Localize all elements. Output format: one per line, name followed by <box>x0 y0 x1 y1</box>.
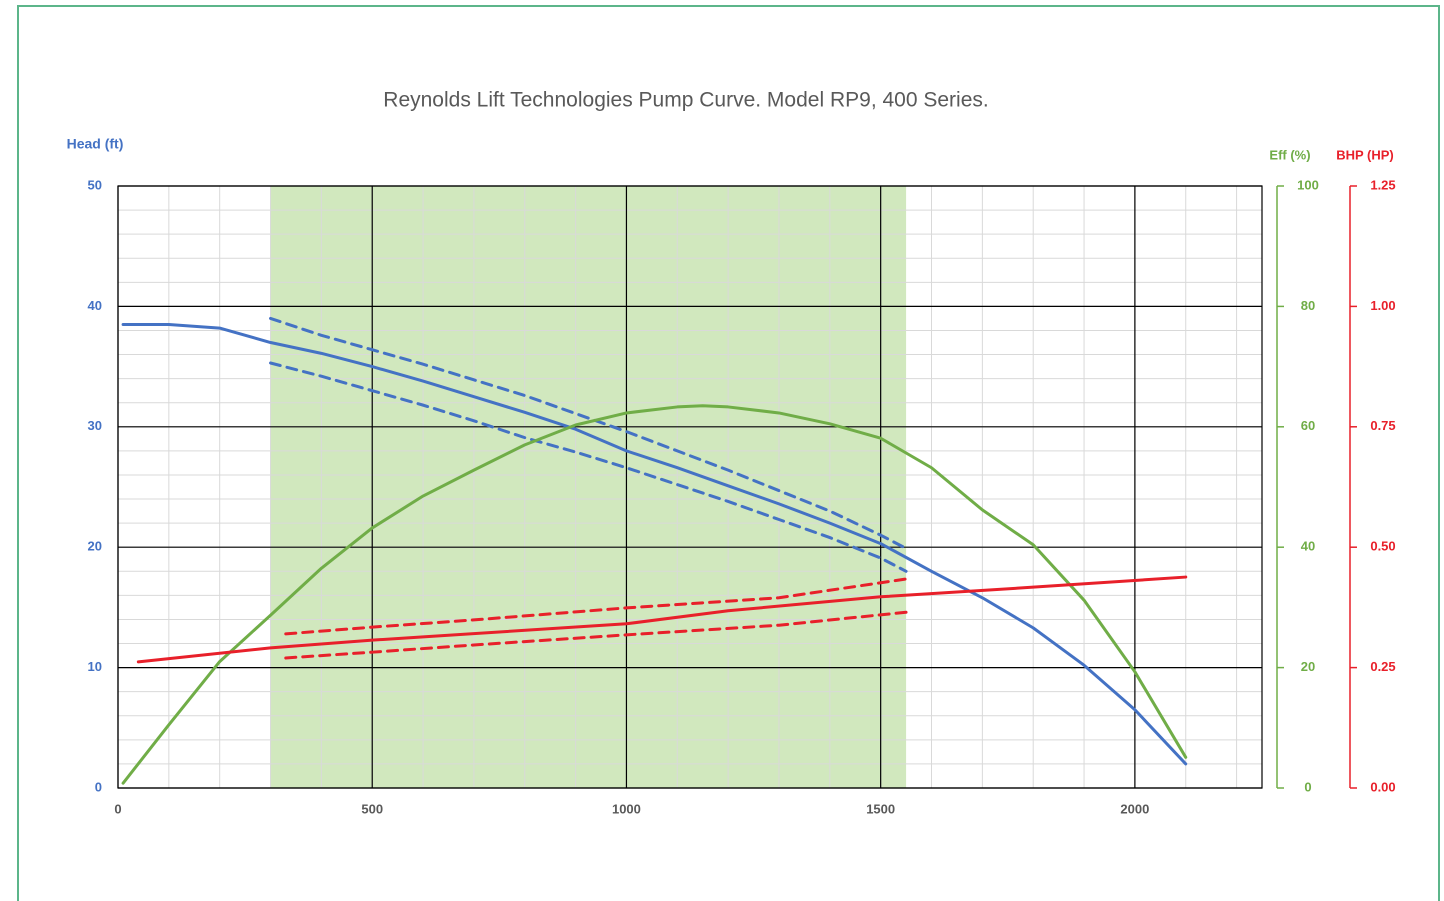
y3-tick-label: 0.00 <box>1370 779 1395 794</box>
y2-tick-label: 60 <box>1301 418 1315 433</box>
y-tick-label: 50 <box>88 177 102 192</box>
y3-axis-title: BHP (HP) <box>1336 147 1394 162</box>
y2-tick-label: 40 <box>1301 539 1315 554</box>
y-tick-label: 30 <box>88 418 102 433</box>
y3-tick-label: 0.25 <box>1370 659 1395 674</box>
series-line <box>269 361 908 573</box>
x-tick-label: 1000 <box>612 801 641 816</box>
y-tick-label: 0 <box>95 779 102 794</box>
x-tick-label: 500 <box>361 801 383 816</box>
y3-tick-label: 1.00 <box>1370 298 1395 313</box>
y-tick-label: 20 <box>88 539 102 554</box>
x-tick-label: 2000 <box>1120 801 1149 816</box>
frame <box>17 5 1440 901</box>
series-line <box>121 404 1188 785</box>
y-axis-title: Head (ft) <box>67 136 124 152</box>
y2-axis-title: Eff (%) <box>1269 147 1310 162</box>
operating-range <box>270 186 907 788</box>
series-line <box>284 610 908 660</box>
y3-tick-label: 0.50 <box>1370 539 1395 554</box>
y3-tick-label: 0.75 <box>1370 418 1395 433</box>
y3-tick-label: 1.25 <box>1370 177 1395 192</box>
series-line <box>136 575 1188 664</box>
plot-border <box>117 185 1263 789</box>
y-tick-label: 40 <box>88 298 102 313</box>
y2-tick-label: 100 <box>1297 177 1319 192</box>
series-line <box>269 316 908 550</box>
chart-title: Reynolds Lift Technologies Pump Curve. M… <box>383 89 988 112</box>
y2-tick-label: 0 <box>1304 779 1311 794</box>
y-tick-label: 10 <box>88 659 102 674</box>
series-line <box>121 322 1188 766</box>
x-tick-label: 0 <box>114 801 121 816</box>
x-tick-label: 1500 <box>866 801 895 816</box>
y2-tick-label: 20 <box>1301 659 1315 674</box>
y2-tick-label: 80 <box>1301 298 1315 313</box>
series-line <box>284 577 908 636</box>
